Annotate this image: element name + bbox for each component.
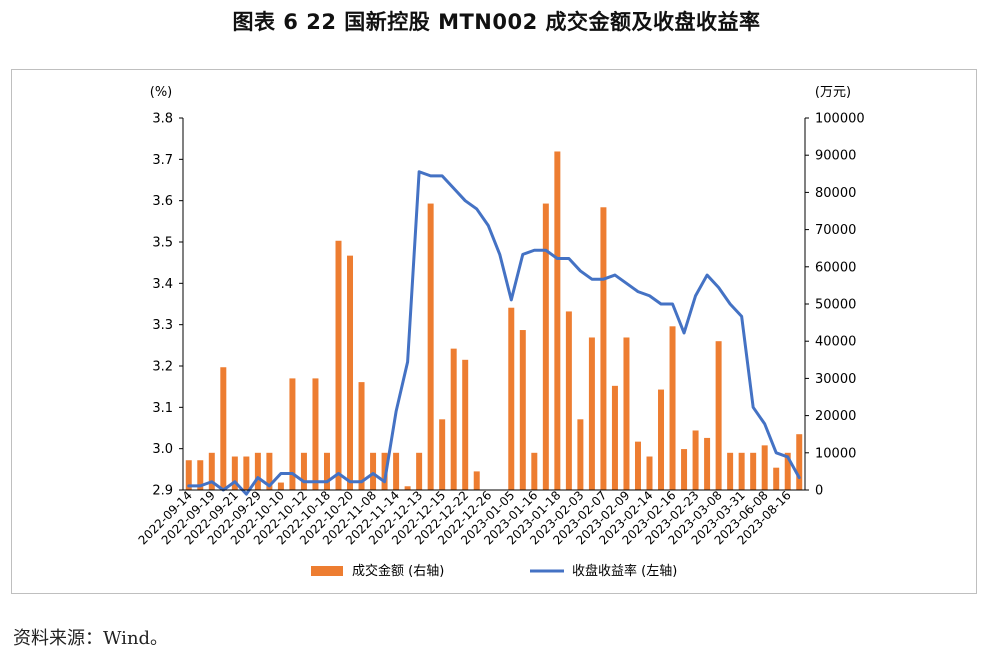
left-tick-label-0: 2.9 <box>152 484 173 499</box>
bar-44 <box>692 430 699 490</box>
bar-8 <box>277 482 284 490</box>
bar-9 <box>289 378 296 490</box>
left-tick-label-9: 3.8 <box>152 112 173 127</box>
bar-18 <box>393 452 400 490</box>
bar-46 <box>715 341 722 490</box>
left-tick-label-8: 3.7 <box>152 153 173 168</box>
bar-43 <box>681 449 688 490</box>
bar-24 <box>462 359 469 490</box>
bar-50 <box>761 445 768 490</box>
chart-frame: 2.9 3.0 3.1 3.2 3.3 3.4 3.5 3.6 3.7 3.8 (%) 0 10000 2… <box>11 69 977 594</box>
bar-39 <box>634 441 641 490</box>
bar-32 <box>554 151 561 490</box>
right-tick-label-4: 40000 <box>815 335 856 350</box>
right-tick-label-8: 80000 <box>815 186 856 201</box>
bar-25 <box>473 471 480 490</box>
right-tick-label-0: 0 <box>815 484 823 499</box>
bar-51 <box>773 467 780 490</box>
bar-21 <box>427 203 434 490</box>
bar-35 <box>588 337 595 490</box>
bar-20 <box>416 452 423 490</box>
bar-30 <box>531 452 538 490</box>
bar-47 <box>727 452 734 490</box>
bar-31 <box>542 203 549 490</box>
bar-37 <box>611 385 618 490</box>
bar-1 <box>197 460 204 490</box>
bar-29 <box>519 330 526 490</box>
legend-bar-swatch <box>311 566 343 576</box>
bar-15 <box>358 382 365 490</box>
bar-41 <box>658 389 665 490</box>
right-tick-label-9: 90000 <box>815 149 856 164</box>
bar-53 <box>796 434 803 490</box>
right-tick-label-2: 20000 <box>815 409 856 424</box>
bar-14 <box>347 255 354 490</box>
left-tick-label-2: 3.1 <box>152 401 173 416</box>
bar-0 <box>185 460 192 490</box>
bar-28 <box>508 307 515 490</box>
right-tick-label-3: 30000 <box>815 372 856 387</box>
bar-17 <box>381 452 388 490</box>
bar-40 <box>646 456 653 490</box>
axes-group: 2.9 3.0 3.1 3.2 3.3 3.4 3.5 3.6 3.7 3.8 (%) 0 10000 2… <box>136 85 865 547</box>
bar-5 <box>243 456 250 490</box>
bar-16 <box>370 452 377 490</box>
bar-33 <box>565 311 572 490</box>
left-axis-unit: (%) <box>150 85 173 100</box>
legend-bar-label: 成交金额 (右轴) <box>352 563 444 579</box>
bar-11 <box>312 378 319 490</box>
bar-7 <box>266 452 273 490</box>
bar-4 <box>231 456 238 490</box>
bar-22 <box>439 419 446 490</box>
legend-group: 成交金额 (右轴) 收盘收益率 (左轴) <box>311 563 677 579</box>
bar-34 <box>577 419 584 490</box>
bar-13 <box>335 240 342 490</box>
bar-38 <box>623 337 630 490</box>
legend-line-label: 收盘收益率 (左轴) <box>572 563 677 579</box>
chart-svg: 2.9 3.0 3.1 3.2 3.3 3.4 3.5 3.6 3.7 3.8 (%) 0 10000 2… <box>136 85 865 579</box>
right-axis-unit: (万元) <box>815 85 851 100</box>
bar-2 <box>208 452 215 490</box>
right-tick-label-5: 50000 <box>815 298 856 313</box>
left-tick-label-3: 3.2 <box>152 360 173 375</box>
left-tick-label-4: 3.3 <box>152 318 173 333</box>
bar-23 <box>450 348 457 490</box>
bar-10 <box>300 452 307 490</box>
left-tick-label-7: 3.6 <box>152 194 173 209</box>
line-series-group <box>187 170 801 496</box>
right-tick-label-7: 70000 <box>815 223 856 238</box>
left-tick-label-1: 3.0 <box>152 442 173 457</box>
left-tick-label-6: 3.5 <box>152 236 173 251</box>
bar-series-group <box>185 151 803 490</box>
bar-45 <box>704 437 711 490</box>
bar-12 <box>323 452 330 490</box>
bar-6 <box>254 452 261 490</box>
bar-49 <box>750 452 757 490</box>
bar-52 <box>784 452 791 490</box>
left-tick-label-5: 3.4 <box>152 277 173 292</box>
right-tick-label-6: 60000 <box>815 260 856 275</box>
bar-36 <box>600 207 607 490</box>
yield-line <box>187 170 801 496</box>
bar-42 <box>669 326 676 490</box>
figure-title: 图表 6 22 国新控股 MTN002 成交金额及收盘收益率 <box>232 10 761 34</box>
right-tick-label-1: 10000 <box>815 446 856 461</box>
right-tick-label-10: 100000 <box>815 112 865 127</box>
bar-19 <box>404 486 411 490</box>
source-note: 资料来源：Wind。 <box>13 628 169 649</box>
bar-48 <box>738 452 745 490</box>
bar-3 <box>220 367 227 490</box>
